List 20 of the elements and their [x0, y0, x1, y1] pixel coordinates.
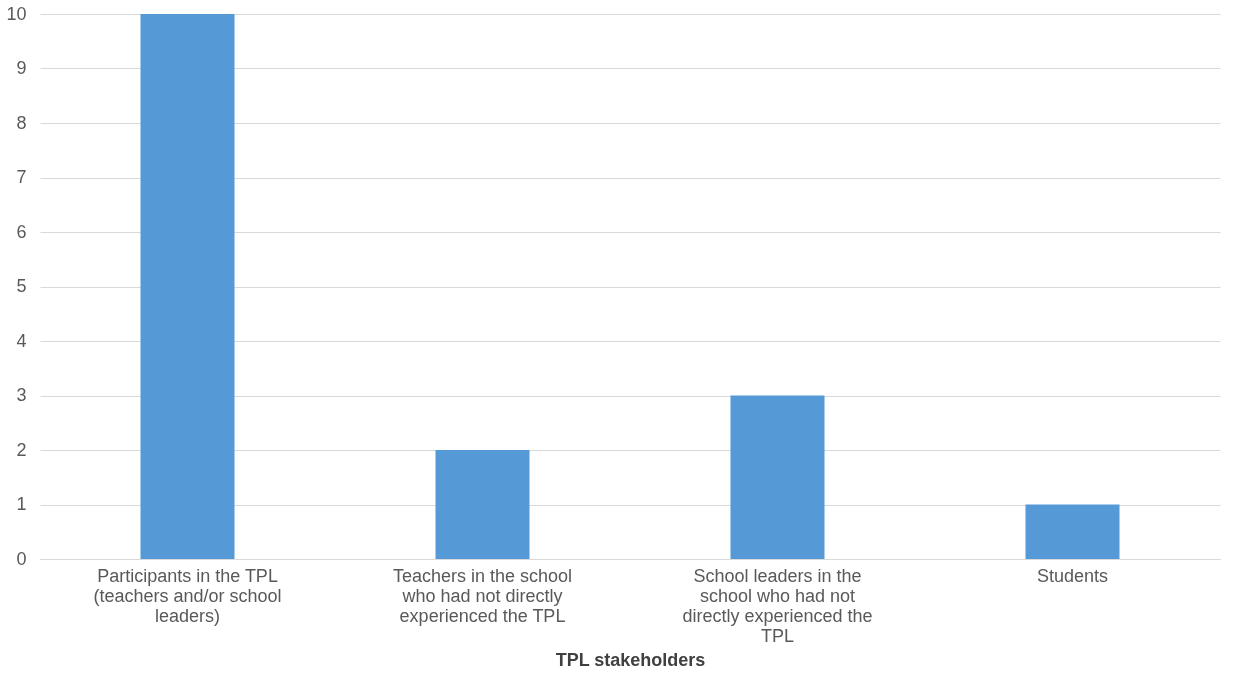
bar — [730, 395, 825, 559]
y-tick-label: 7 — [16, 167, 27, 187]
x-tick-label: Students — [1036, 565, 1109, 586]
y-tick-label: 1 — [16, 494, 27, 514]
y-tick-label: 0 — [16, 548, 27, 569]
y-tick-label: 3 — [16, 385, 27, 405]
y-tick-label: 6 — [16, 221, 27, 242]
bar — [435, 450, 530, 559]
x-axis-title: TPL stakeholders — [555, 649, 706, 670]
x-tick-label: Participants in the TPL (teachers and/or school leaders) — [93, 565, 282, 626]
x-tick-label: Teachers in the school who had not directly experienced the TPL — [392, 565, 573, 626]
bar — [1025, 504, 1120, 559]
y-tick-label: 5 — [16, 276, 27, 296]
x-tick-label: School leaders in the school who had not directly experienced the TPL — [682, 565, 873, 646]
y-tick-label: 8 — [16, 112, 27, 133]
bar — [140, 14, 235, 559]
y-tick-label: 10 — [6, 3, 27, 24]
y-tick-label: 9 — [16, 58, 27, 78]
y-tick-label: 4 — [16, 330, 27, 351]
y-tick-label: 2 — [16, 439, 27, 460]
